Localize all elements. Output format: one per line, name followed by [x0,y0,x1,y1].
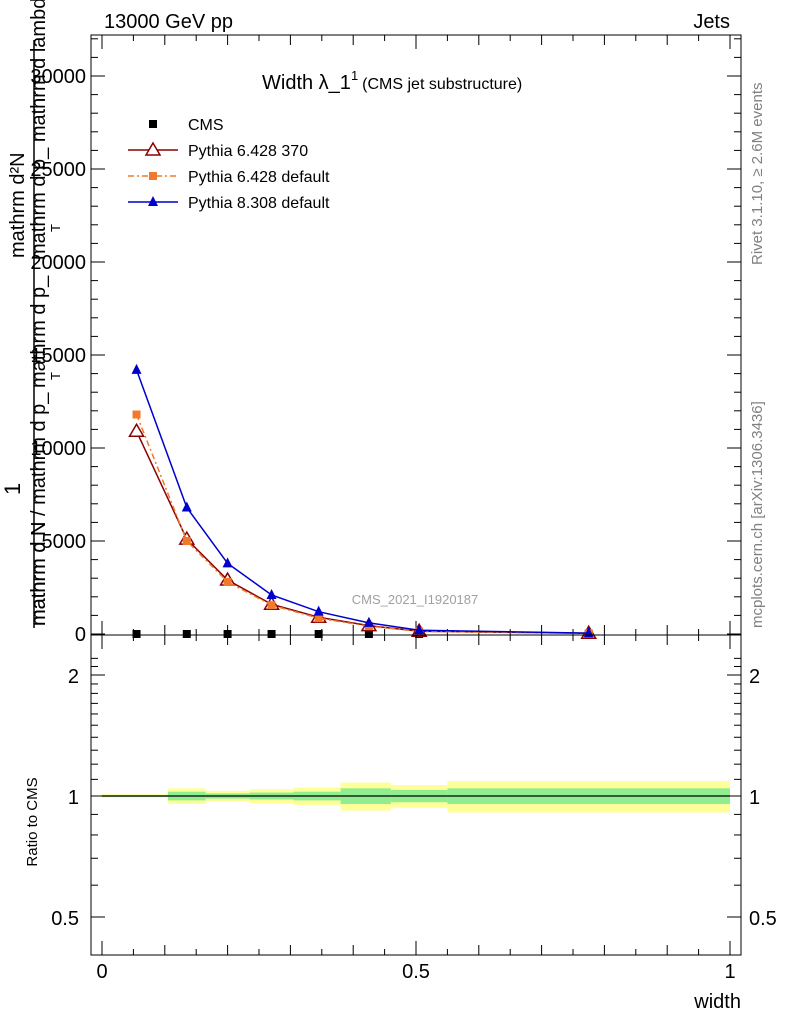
ratio-bands [102,780,730,813]
marker-square [314,614,323,623]
marker-open-triangle [128,422,145,438]
marker-filled-triangle [414,624,425,635]
marker-filled-triangle [363,616,374,627]
ratio-y-tick-label: 0.5 [51,908,79,930]
ylabel-top-num: mathrm d²N [7,152,29,258]
marker-square [132,630,141,638]
x-tick-label: 1 [724,961,735,983]
ratio-y-tick-label-right: 2 [749,666,760,688]
ratio-y-tick-label: 2 [68,666,79,688]
y-tick-label: 25000 [30,159,86,181]
process-label: Jets [693,11,730,33]
marker-square [132,410,141,419]
energy-label: 13000 GeV pp [104,11,233,33]
legend-item: Pythia 6.428 default [128,169,330,186]
legend-item: Pythia 6.428 370 [128,141,308,160]
series-line [135,430,589,635]
ratio-y-tick-label: 1 [68,787,79,809]
ratio-axes: 0.5 0.5 1 1 2 2 0 0.5 1 [51,635,777,983]
marker-square [149,120,157,128]
marker-filled-triangle [181,501,192,512]
marker-square [182,630,191,638]
ylabel-top-den: mathrm d p_ mathrm d lambda [28,0,50,260]
ylabel-bottom2: mathrm d N [28,522,50,626]
legend-label: Pythia 8.308 default [188,195,330,212]
marker-square [223,630,232,638]
marker-square [314,630,323,638]
marker-square [364,630,373,638]
main-y-axis: 0 5000 10000 15000 20000 25000 30000 [30,38,741,646]
legend-label: CMS [188,117,224,134]
ylabel-bottom: mathrm d N / mathrm d p_ [28,392,50,626]
marker-square [223,577,232,586]
marker-square [267,630,276,638]
mcplots-label: mcplots.cern.ch [arXiv:1306.3436] [749,401,766,628]
y-tick-label: 5000 [42,531,87,553]
legend: CMS Pythia 6.428 370 Pythia 6.428 default P… [128,117,330,212]
series-line [135,369,589,634]
legend-label: Pythia 6.428 370 [188,143,308,160]
ylabel-bottom-sub: T [48,372,63,380]
y-tick-label: 20000 [30,252,86,274]
marker-square [182,537,191,545]
x-tick-label: 0 [96,961,107,983]
legend-item: CMS [149,117,224,134]
marker-filled-triangle [222,557,233,568]
analysis-tag: CMS_2021_I1920187 [352,592,479,607]
chart-title-main: Width λ_1 [262,72,351,94]
y-tick-label: 30000 [30,66,86,88]
x-axis-label: width [693,991,741,1013]
chart-title-sup: 1 [351,68,358,83]
legend-label: Pythia 6.428 default [188,169,330,186]
ylabel-top-sub: T [48,224,63,232]
main-y-label: mathrm d²N mathrm d p_ mathrm d lambda T… [0,0,63,628]
ylabel-top-den2: mathrm d p_ [28,275,50,388]
marker-filled-triangle [313,605,324,616]
ylabel-one: 1 [0,483,25,495]
y-tick-label: 0 [75,624,86,646]
marker-open-triangle [144,141,162,156]
marker-filled-triangle [266,588,277,599]
ratio-y-label: Ratio to CMS [24,777,41,866]
marker-filled-triangle [148,196,158,206]
y-tick-label: 15000 [30,345,86,367]
rivet-label: Rivet 3.1.10, ≥ 2.6M events [749,83,766,266]
series-pythia-8-308-default [131,363,594,638]
chart-title: Width λ_11 (CMS jet substructure) [262,68,522,94]
ratio-y-tick-label-right: 1 [749,787,760,809]
series-line [135,414,589,635]
x-tick-label: 0.5 [402,961,430,983]
marker-filled-triangle [131,363,142,374]
chart-title-sub: (CMS jet substructure) [362,76,522,93]
marker-square [149,172,157,180]
main-x-ticks [101,35,731,635]
marker-square [267,601,276,610]
ratio-y-tick-label-right: 0.5 [749,908,777,930]
legend-item: Pythia 8.308 default [128,195,330,212]
y-tick-label: 10000 [30,438,86,460]
